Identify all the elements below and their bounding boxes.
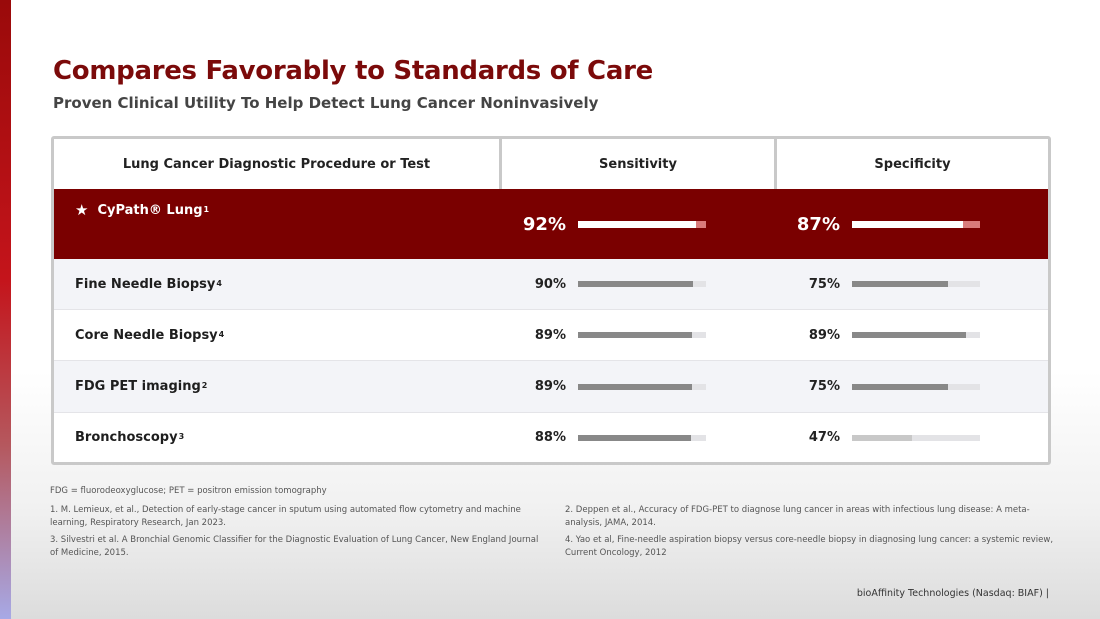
footnote-ref: 3 (178, 432, 185, 441)
specificity-bar-fill (852, 434, 913, 441)
row-name: FDG PET imaging 2 (75, 361, 207, 412)
sensitivity-bar (578, 332, 706, 338)
sensitivity-bar-fill (578, 221, 696, 228)
sensitivity-value: 92% (522, 213, 566, 235)
table-row-fine-needle-biopsy: Fine Needle Biopsy 4 90% 75% (54, 259, 1048, 310)
specificity-value: 75% (808, 379, 840, 394)
table-row-bronchoscopy: Bronchoscopy 3 88% 47% (54, 413, 1048, 462)
row-name-label: CyPath® Lung (97, 203, 203, 218)
row-name-label: Core Needle Biopsy (75, 327, 218, 343)
specificity-bar-fill (852, 221, 964, 228)
table-row-core-needle-biopsy: Core Needle Biopsy 4 89% 89% (54, 310, 1048, 361)
sensitivity-value: 89% (534, 327, 566, 343)
page-title: Compares Favorably to Standards of Care (53, 56, 653, 86)
footnote-ref: 1 (203, 205, 210, 214)
table-header: Lung Cancer Diagnostic Procedure or Test… (54, 139, 1048, 189)
row-name-label: Bronchoscopy (75, 430, 178, 445)
specificity-bar (852, 434, 980, 441)
side-accent-bar (0, 0, 11, 619)
reference-3: 3. Silvestri et al. A Bronchial Genomic … (50, 535, 539, 558)
sensitivity-value: 88% (534, 430, 566, 445)
row-name: Core Needle Biopsy 4 (75, 310, 224, 360)
table-row-cypath-lung: ★ CyPath® Lung 1 92% 87% (54, 189, 1048, 259)
references-right: 2. Deppen et al., Accuracy of FDG-PET to… (565, 504, 1065, 564)
sensitivity-bar-fill (578, 434, 691, 441)
row-name-label: FDG PET imaging (75, 379, 201, 394)
specificity-value: 75% (808, 276, 840, 292)
footnote-ref: 4 (218, 329, 225, 339)
references-left: 1. M. Lemieux, et al., Detection of earl… (50, 504, 540, 564)
specificity-bar-fill (852, 383, 948, 390)
sensitivity-bar (578, 383, 706, 390)
row-name-label: Fine Needle Biopsy (75, 276, 216, 292)
specificity-bar (852, 281, 980, 287)
sensitivity-value: 89% (534, 379, 566, 394)
footer-company: bioAffinity Technologies (Nasdaq: BIAF) … (856, 588, 1049, 599)
footnote-ref: 4 (216, 278, 222, 288)
sensitivity-value: 90% (534, 276, 566, 292)
specificity-bar (852, 332, 980, 338)
reference-1: 1. M. Lemieux, et al., Detection of earl… (50, 505, 521, 528)
specificity-bar-fill (852, 281, 948, 287)
reference-2: 2. Deppen et al., Accuracy of FDG-PET to… (565, 505, 1030, 528)
table-row-fdg-pet-imaging: FDG PET imaging 2 89% 75% (54, 361, 1048, 413)
specificity-bar (852, 221, 980, 228)
row-name: Fine Needle Biopsy 4 (75, 259, 222, 309)
header-specificity: Specificity (874, 156, 951, 172)
row-name: ★ CyPath® Lung 1 (75, 201, 210, 219)
specificity-bar (852, 383, 980, 390)
sensitivity-bar (578, 281, 706, 287)
specificity-value: 47% (808, 430, 840, 445)
specificity-value: 87% (796, 213, 840, 235)
sensitivity-bar-fill (578, 383, 692, 390)
reference-4: 4. Yao et al, Fine-needle aspiration bio… (565, 535, 1054, 558)
specificity-bar-fill (852, 332, 966, 338)
comparison-table: Lung Cancer Diagnostic Procedure or Test… (51, 136, 1051, 465)
specificity-value: 89% (808, 327, 840, 343)
page-subtitle: Proven Clinical Utility To Help Detect L… (53, 94, 599, 112)
footnote-ref: 2 (201, 381, 208, 390)
sensitivity-bar (578, 434, 706, 441)
header-procedure: Lung Cancer Diagnostic Procedure or Test (54, 139, 502, 189)
sensitivity-bar-fill (578, 281, 694, 287)
header-sensitivity: Sensitivity (502, 139, 777, 189)
sensitivity-bar (578, 221, 706, 228)
sensitivity-bar-fill (578, 332, 692, 338)
row-name: Bronchoscopy 3 (75, 413, 184, 462)
abbreviation-note: FDG = fluorodeoxyglucose; PET = positron… (50, 486, 327, 496)
star-icon: ★ (75, 201, 89, 219)
